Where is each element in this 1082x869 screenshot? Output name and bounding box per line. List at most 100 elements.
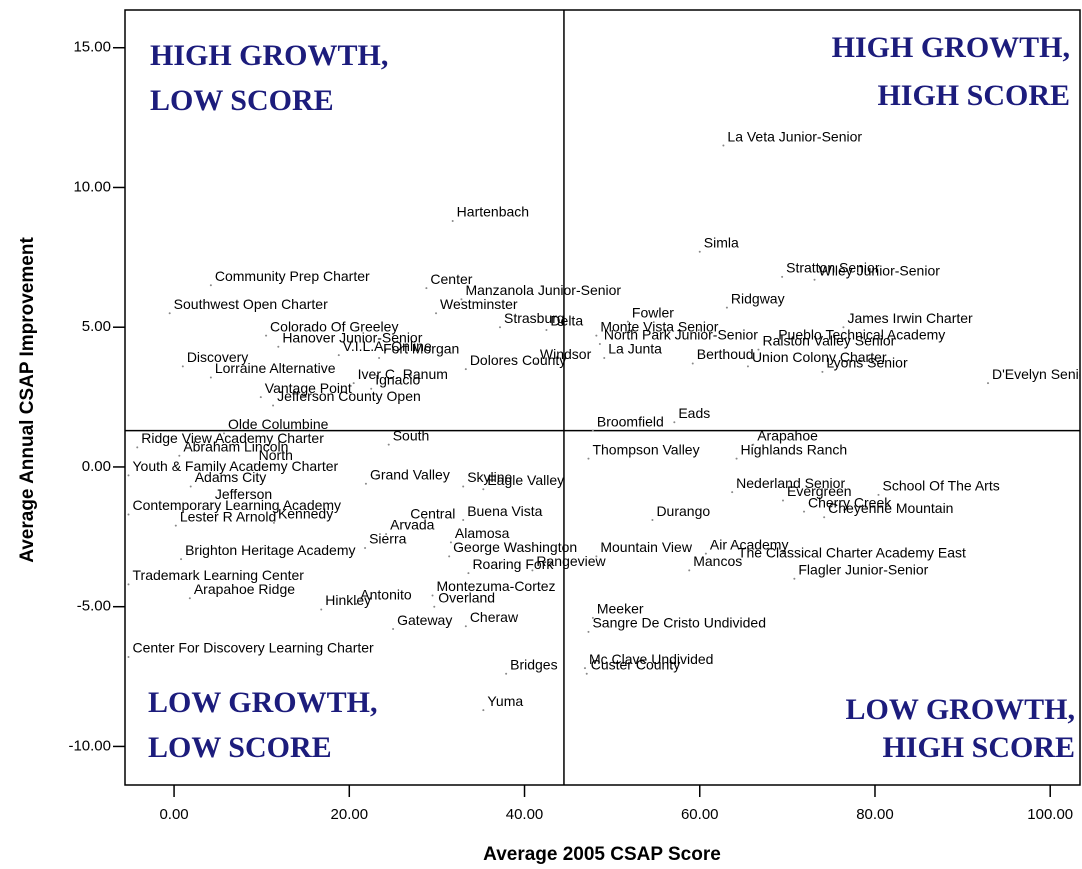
point [725,306,728,309]
quadrant-label: LOW GROWTH, [846,693,1075,726]
point-label: Montezuma-Cortez [437,578,556,594]
point [545,329,548,332]
point [433,605,436,608]
quadrant-label: LOW SCORE [148,731,332,764]
point-label: Hanover Junior-Senior [282,329,422,345]
x-tick-label: 100.00 [1027,806,1073,823]
point-label: Roaring Fork [472,556,554,572]
point-label: Mountain View [600,539,692,555]
point-label: Stratton Senior [786,260,880,276]
point-label: North Park Junior-Senior [604,327,758,343]
point [781,275,784,278]
point [467,572,470,575]
point-label: Custer County [591,656,680,672]
point [691,362,694,365]
point [127,513,130,516]
quadrant-label: LOW GROWTH, [148,686,377,719]
point-label: Southwest Open Charter [174,296,328,312]
point [435,312,438,315]
point-label: Simla [704,234,739,250]
point [209,502,212,505]
point-label: Meeker [597,601,644,617]
point-label: D'Evelyn Senior [992,366,1082,382]
point-label: Mancos [693,553,742,569]
point [757,348,760,351]
point-label: Manzanola Junior-Senior [465,282,621,298]
y-tick-label: 5.00 [82,318,111,335]
y-tick-label: -10.00 [68,737,111,754]
point-label: Olde Columbine [228,416,329,432]
point-label: North [259,447,293,463]
point [462,485,465,488]
point-label: Berthoud [697,346,754,362]
y-tick-label: -5.00 [77,598,111,615]
point [752,443,755,446]
point-label: School Of The Arts [882,478,999,494]
point-label: Lyons Senior [826,355,908,371]
point [534,362,537,365]
point [259,396,262,399]
point-label: Sierra [369,531,407,547]
point [253,463,256,466]
point [813,278,816,281]
point-label: Hinkley [325,592,371,608]
point [821,370,824,373]
point [265,334,268,337]
point [364,482,367,485]
y-tick-label: 15.00 [73,39,111,56]
point-label: Cheraw [470,609,519,625]
point [464,625,467,628]
point [731,491,734,494]
point-label: The Classical Charter Academy East [738,545,966,561]
point-label: Center [430,271,472,287]
point-label: Delta [550,313,583,329]
point-label: Iver C. Ranum [358,366,448,382]
x-tick-label: 60.00 [681,806,719,823]
y-axis-title: Average Annual CSAP Improvement [17,237,38,563]
quadrant-label: HIGH SCORE [877,79,1070,112]
point-label: Broomfield [597,413,664,429]
point [583,667,586,670]
point [673,421,676,424]
quadrant-label: HIGH SCORE [882,731,1075,764]
point-label: Arapahoe Ridge [194,581,295,597]
plot-frame [124,9,1081,786]
point [385,533,388,536]
point-label: Discovery [187,349,248,365]
point [732,560,735,563]
point [168,312,171,315]
point [392,628,395,631]
point [587,630,590,633]
point [127,583,130,586]
point [781,499,784,502]
point [698,250,701,253]
point [272,521,275,524]
point-label: Eagle Valley [487,472,564,488]
point [803,510,806,513]
point [451,220,454,223]
point [188,597,191,600]
point [272,404,275,407]
point [793,577,796,580]
point-label: Windsor [540,346,592,362]
point-label: Ralston Valley Senior [762,332,895,348]
point [595,334,598,337]
point-label: Arvada [390,517,435,533]
point-label: Cheyenne Mountain [828,500,953,516]
point [591,429,594,432]
point-label: Evergreen [787,483,852,499]
point-label: Cherry Creek [808,494,892,510]
quadrant-label: HIGH GROWTH, [150,39,388,72]
point [405,521,408,524]
point-label: Rangeview [536,553,606,569]
point [498,326,501,329]
point-label: Nederland Senior [736,475,845,491]
y-tick-label: 0.00 [82,458,111,475]
point [462,519,465,522]
point [364,547,367,550]
point-label: V.I.L.A. Online [343,338,432,354]
point-label: Colorado Of Greeley [270,318,398,334]
point-label: South [393,427,430,443]
point-label: Lorraine Alternative [215,360,336,376]
